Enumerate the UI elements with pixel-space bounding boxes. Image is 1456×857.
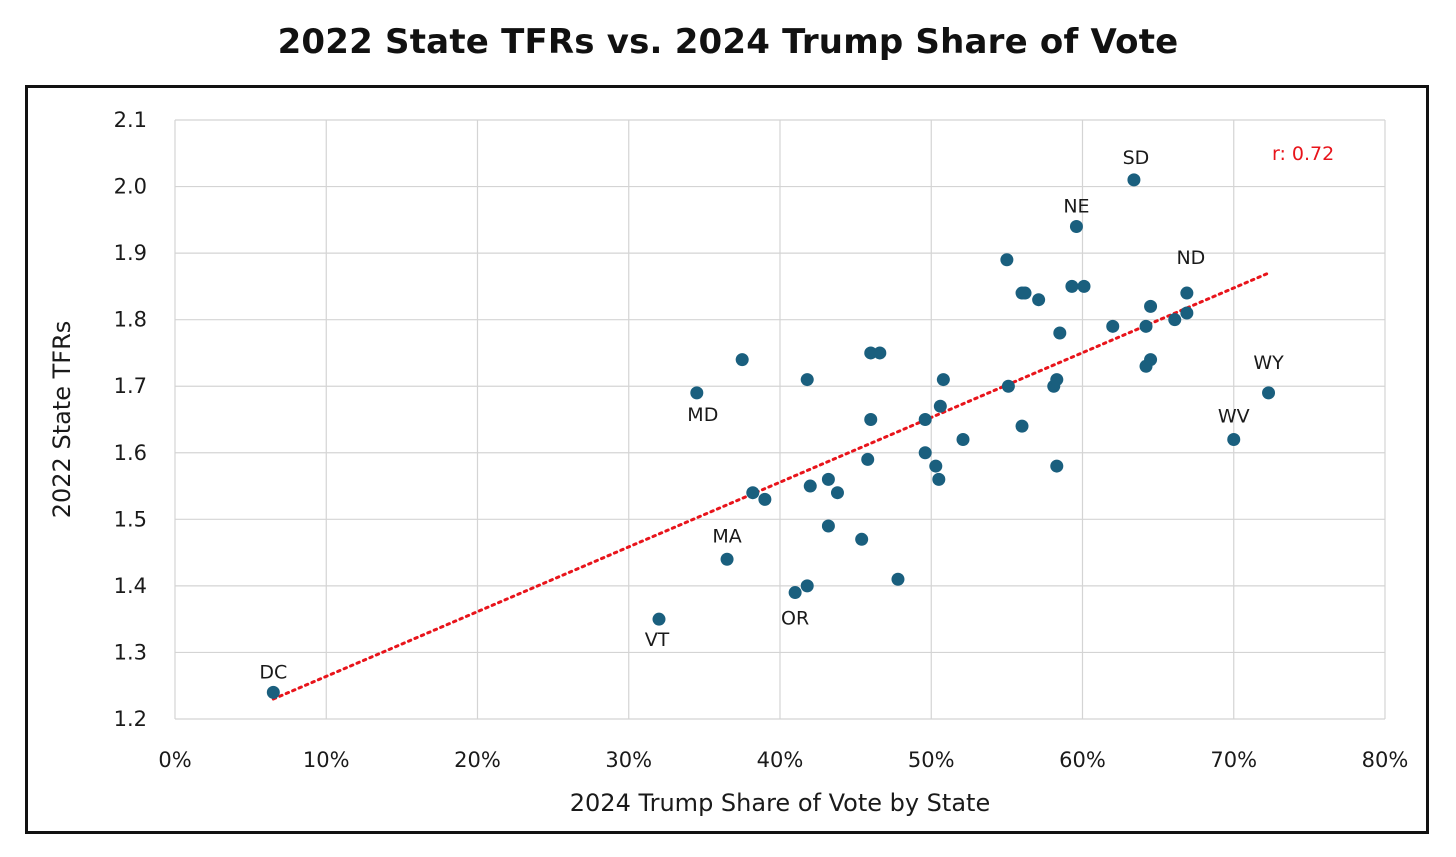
data-point (929, 459, 943, 473)
data-point (800, 579, 814, 593)
data-point (932, 472, 946, 486)
point-label: MD (687, 404, 718, 426)
y-tick-label: 1.4 (114, 574, 147, 598)
y-tick-label: 1.3 (114, 640, 147, 664)
data-point (1001, 379, 1015, 393)
data-point (873, 346, 887, 360)
y-axis-label: 2022 State TFRs (48, 321, 76, 519)
point-label: VT (645, 629, 670, 651)
data-point (918, 446, 932, 460)
data-point (861, 452, 875, 466)
point-label: NE (1063, 195, 1089, 217)
data-point (1000, 253, 1014, 267)
point-label: ND (1176, 247, 1205, 269)
data-point (1065, 279, 1079, 293)
chart-title: 2022 State TFRs vs. 2024 Trump Share of … (277, 22, 1179, 62)
data-point (803, 479, 817, 493)
data-point (735, 353, 749, 367)
data-point (1053, 326, 1067, 340)
point-labels: DC VT MD MA OR NE SD ND WV WY (259, 147, 1284, 683)
data-point (1050, 373, 1064, 387)
x-tick-label: 30% (605, 748, 652, 772)
data-point (855, 532, 869, 546)
data-point (720, 552, 734, 566)
data-point (830, 486, 844, 500)
y-tick-label: 1.8 (114, 308, 147, 332)
correlation-annotation: r: 0.72 (1272, 143, 1334, 165)
data-point (1262, 386, 1276, 400)
data-point (1139, 319, 1153, 333)
x-tick-label: 40% (757, 748, 804, 772)
trendline-group (271, 271, 1271, 701)
data-point (1180, 306, 1194, 320)
data-point (758, 492, 772, 506)
y-tick-label: 1.2 (114, 707, 147, 731)
y-tick-label: 1.5 (114, 507, 147, 531)
data-point (1015, 419, 1029, 433)
data-point (864, 346, 878, 360)
point-label: OR (781, 608, 809, 630)
data-point (788, 586, 802, 600)
data-point (1144, 353, 1158, 367)
data-point (1018, 286, 1032, 300)
data-point (1127, 173, 1141, 187)
x-tick-label: 10% (303, 748, 350, 772)
point-label: SD (1123, 147, 1150, 169)
data-point (891, 572, 905, 586)
data-point (936, 373, 950, 387)
y-tick-label: 2.1 (114, 108, 147, 132)
x-tick-label: 80% (1362, 748, 1409, 772)
data-point (1106, 319, 1120, 333)
data-point (1168, 313, 1182, 327)
point-label: MA (712, 525, 741, 547)
data-point (690, 386, 704, 400)
y-tick-label: 1.7 (114, 374, 147, 398)
x-tick-label: 20% (454, 748, 501, 772)
data-point (652, 612, 666, 626)
data-point (918, 413, 932, 426)
x-tick-label: 70% (1210, 748, 1257, 772)
y-tick-label: 1.9 (114, 241, 147, 265)
data-point (1077, 279, 1091, 293)
y-tick-label: 1.6 (114, 441, 147, 465)
data-point (1227, 432, 1241, 446)
point-label: WY (1253, 352, 1284, 374)
point-label: DC (259, 661, 287, 683)
gridlines (174, 119, 1386, 720)
data-points (266, 173, 1276, 699)
data-point (1180, 286, 1194, 300)
data-point (864, 413, 878, 426)
tick-labels: 0% 10% 20% 30% 40% 50% 60% 70% 80% 1.2 1.3 1.4 1.5 1.… (114, 108, 1409, 772)
x-tick-label: 0% (158, 748, 191, 772)
x-tick-label: 60% (1059, 748, 1106, 772)
data-point (1050, 459, 1064, 473)
data-point (746, 486, 760, 500)
data-point (933, 399, 947, 413)
data-point (821, 472, 835, 486)
x-tick-label: 50% (908, 748, 955, 772)
trendline (271, 271, 1271, 701)
chart-frame (25, 85, 1429, 834)
data-point (266, 685, 280, 699)
data-point (1032, 293, 1046, 307)
data-point (821, 519, 835, 533)
data-point (800, 373, 814, 387)
data-point (956, 432, 970, 446)
data-point (1144, 299, 1158, 313)
y-tick-label: 2.0 (114, 175, 147, 199)
data-point (1069, 219, 1083, 233)
x-axis-label: 2024 Trump Share of Vote by State (570, 789, 990, 817)
point-label: WV (1218, 405, 1250, 427)
